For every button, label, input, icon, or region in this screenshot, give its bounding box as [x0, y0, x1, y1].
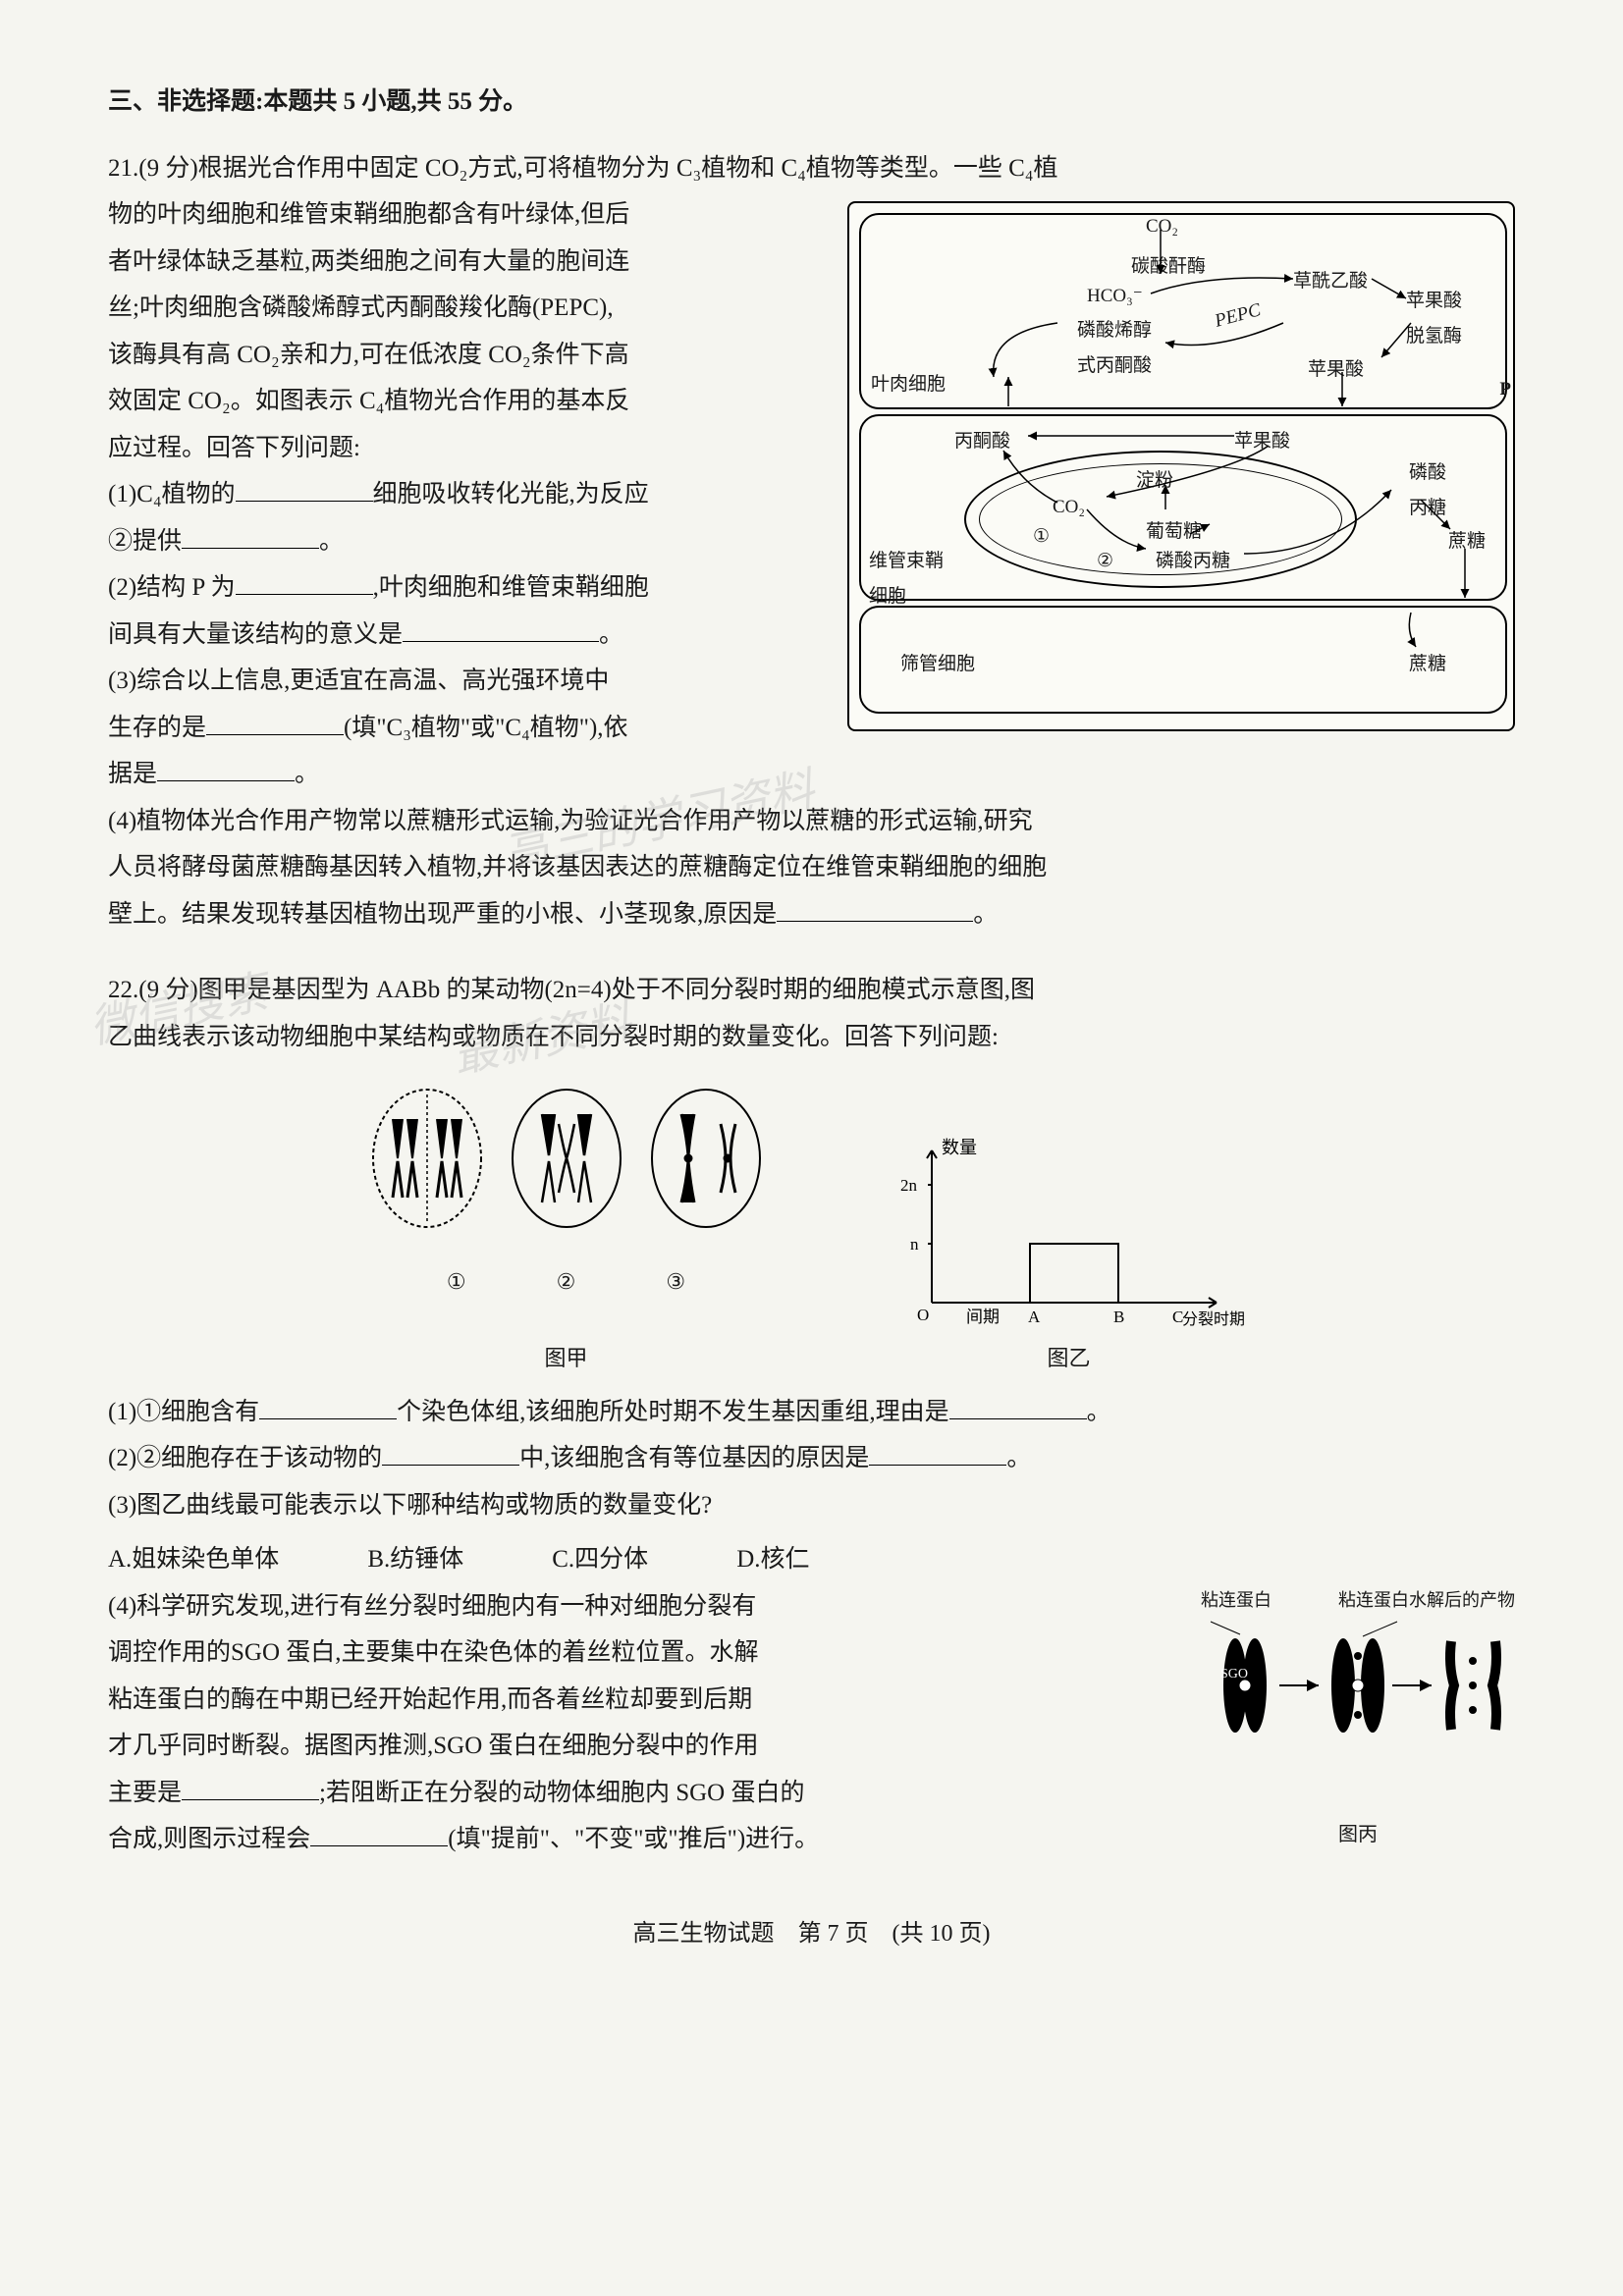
q22-points: (9 分)	[138, 977, 197, 1003]
bundle-sheath-box: 丙酮酸 苹果酸 淀粉 CO₂ 葡萄糖 磷酸丙糖 ① ② 磷酸 丙糖 蔗糖 维管束…	[859, 414, 1507, 601]
svg-text:间期: 间期	[966, 1308, 1000, 1326]
q21-line3: 该酶具有高 CO₂亲和力,可在低浓度 CO₂条件下高	[108, 332, 776, 379]
graph-yi: 数量 2n n O 间期 A B C 分裂时期 图乙	[883, 1136, 1256, 1379]
choice-d: D.核仁	[736, 1536, 809, 1583]
page-footer: 高三生物试题 第 7 页 (共 10 页)	[108, 1912, 1515, 1957]
blank	[182, 519, 319, 549]
svg-text:O: O	[917, 1306, 929, 1324]
q21-line1: 者叶绿体缺乏基粒,两类细胞之间有大量的胞间连	[108, 239, 776, 286]
q21-p2b: 间具有大量该结构的意义是。	[108, 612, 776, 659]
blank	[182, 1771, 319, 1800]
q22-p3: (3)图乙曲线最可能表示以下哪种结构或物质的数量变化?	[108, 1482, 1515, 1529]
blank	[206, 706, 344, 735]
sgo-svg: SGO	[1201, 1617, 1515, 1803]
bundle-arrows	[861, 416, 1509, 603]
q21-p2: (2)结构 P 为,叶肉细胞和维管束鞘细胞	[108, 564, 776, 612]
y-axis-label: 数量	[942, 1138, 977, 1157]
q21-line2: 丝;叶肉细胞含磷酸烯醇式丙酮酸羧化酶(PEPC),	[108, 285, 776, 332]
q22-p4-text: (4)科学研究发现,进行有丝分裂时细胞内有一种对细胞分裂有 调控作用的SGO 蛋…	[108, 1583, 1139, 1863]
q22-p2: (2)②细胞存在于该动物的中,该细胞含有等位基因的原因是。	[108, 1435, 1515, 1482]
figure-row: ① ② ③ 图甲 数量 2n n O 间期 A B C 分裂时期	[108, 1085, 1515, 1379]
q21-points: (9 分)	[138, 155, 197, 182]
cell-1	[368, 1085, 486, 1232]
blank	[777, 892, 973, 922]
blank	[403, 613, 599, 642]
q21-num: 21.	[108, 155, 138, 182]
svg-text:分裂时期: 分裂时期	[1182, 1310, 1245, 1328]
q21-intro-text: 根据光合作用中固定 CO₂方式,可将植物分为 C₃植物和 C₄植物等类型。一些 …	[198, 155, 1058, 182]
blank	[259, 1390, 397, 1419]
q22-intro: 22.(9 分)图甲是基因型为 AABb 的某动物(2n=4)处于不同分裂时期的…	[108, 967, 1515, 1060]
q21-p1b: ②提供。	[108, 518, 776, 565]
question-22: 22.(9 分)图甲是基因型为 AABb 的某动物(2n=4)处于不同分裂时期的…	[108, 967, 1515, 1863]
blank	[382, 1436, 519, 1466]
question-21: 21.(9 分)根据光合作用中固定 CO₂方式,可将植物分为 C₃植物和 C₄植…	[108, 145, 1515, 938]
c4-diagram: CO₂ 碳酸酐酶 HCO₃⁻ 草酰乙酸 PEPC 磷酸烯醇 式丙酮酸 苹果酸 脱…	[847, 201, 1515, 731]
blank	[157, 752, 295, 781]
sieve-tube-box: 筛管细胞 蔗糖	[859, 606, 1507, 714]
fig-yi-caption: 图乙	[1047, 1338, 1090, 1379]
blank	[310, 1817, 448, 1846]
sieve-arrow	[861, 608, 1509, 716]
cell-3	[647, 1085, 765, 1232]
svg-text:SGO: SGO	[1220, 1667, 1248, 1682]
cell-2	[508, 1085, 625, 1232]
section-header: 三、非选择题:本题共 5 小题,共 55 分。	[108, 79, 1515, 126]
fig-jia-caption: 图甲	[544, 1338, 587, 1379]
q22-choices: A.姐妹染色单体 B.纺锤体 C.四分体 D.核仁	[108, 1536, 1515, 1583]
q21-line4: 效固定 CO₂。如图表示 C₄植物光合作用的基本反	[108, 378, 776, 425]
svg-text:n: n	[910, 1235, 919, 1254]
blank	[949, 1390, 1087, 1419]
q22-p4-wrap: (4)科学研究发现,进行有丝分裂时细胞内有一种对细胞分裂有 调控作用的SGO 蛋…	[108, 1583, 1515, 1863]
q22-num: 22.	[108, 977, 138, 1003]
blank	[869, 1436, 1006, 1466]
svg-text:2n: 2n	[900, 1176, 918, 1195]
q21-body: 物的叶肉细胞和维管束鞘细胞都含有叶绿体,但后 者叶绿体缺乏基粒,两类细胞之间有大…	[108, 191, 776, 751]
svg-text:A: A	[1028, 1308, 1041, 1326]
q21-p3d: 据是。	[108, 751, 1515, 798]
fig-bing-caption: 图丙	[1201, 1816, 1515, 1853]
q21-line5: 应过程。回答下列问题:	[108, 425, 776, 472]
q21-intro: 21.(9 分)根据光合作用中固定 CO₂方式,可将植物分为 C₃植物和 C₄植…	[108, 145, 1515, 192]
mesophyll-cell-box: CO₂ 碳酸酐酶 HCO₃⁻ 草酰乙酸 PEPC 磷酸烯醇 式丙酮酸 苹果酸 脱…	[859, 213, 1507, 409]
q21-p3: (3)综合以上信息,更适宜在高温、高光强环境中	[108, 658, 776, 705]
choice-b: B.纺锤体	[367, 1536, 463, 1583]
q21-p1: (1)C₄植物的细胞吸收转化光能,为反应	[108, 471, 776, 518]
q21-p4: (4)植物体光合作用产物常以蔗糖形式运输,为验证光合作用产物以蔗糖的形式运输,研…	[108, 798, 1515, 938]
cell-diagrams: ① ② ③ 图甲	[368, 1085, 765, 1379]
sgo-figure: 粘连蛋白 粘连蛋白水解后的产物 SGO	[1201, 1583, 1515, 1853]
choice-a: A.姐妹染色单体	[108, 1536, 279, 1583]
q21-line0: 物的叶肉细胞和维管束鞘细胞都含有叶绿体,但后	[108, 191, 776, 239]
q21-p3b: 生存的是(填"C₃植物"或"C₄植物"),依	[108, 705, 776, 752]
blank	[236, 472, 373, 502]
blank	[236, 565, 373, 595]
svg-text:B: B	[1113, 1308, 1124, 1326]
mesophyll-arrows	[861, 215, 1509, 411]
q22-p1: (1)①细胞含有个染色体组,该细胞所处时期不发生基因重组,理由是。	[108, 1389, 1515, 1436]
choice-c: C.四分体	[552, 1536, 648, 1583]
